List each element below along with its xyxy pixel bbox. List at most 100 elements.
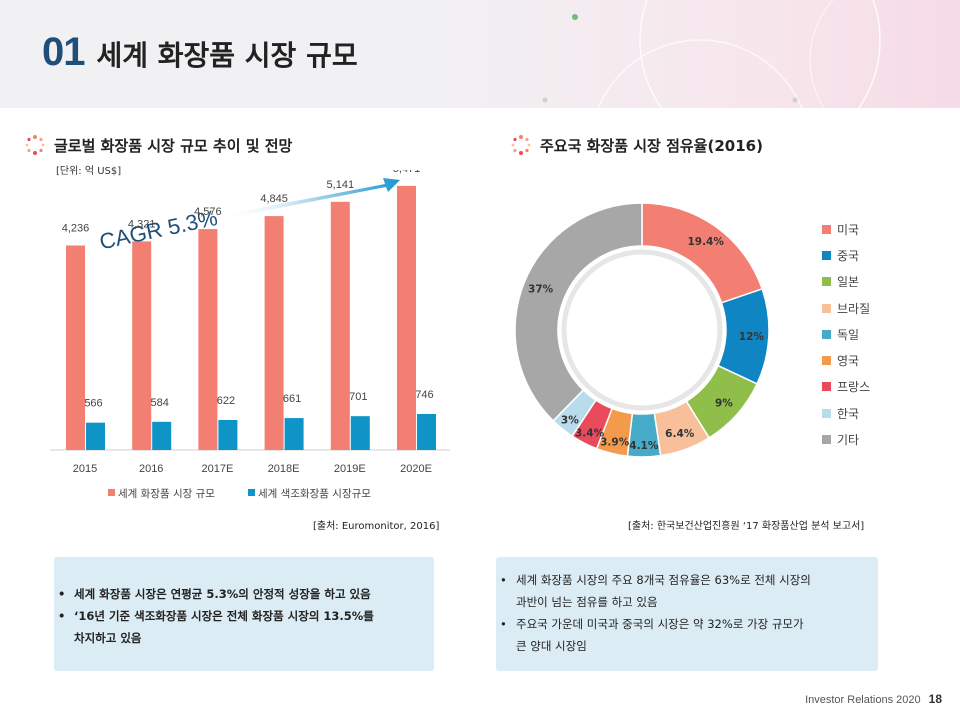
right-section-title: 주요국 화장품 시장 점유율(2016) — [540, 136, 763, 155]
bar-value-label: 701 — [349, 391, 367, 403]
right-source: [출처: 한국보건산업진흥원 ‘17 화장품산업 분석 보고서] — [628, 521, 865, 532]
legend-swatch — [822, 329, 831, 339]
bar-chart: CAGR 5.3% 4,23656620154,32158420164,5766… — [50, 170, 450, 500]
right-bullet-2: 주요국 가운데 미국과 중국의 시장은 약 32%로 가장 규모가 — [496, 613, 878, 635]
bar-color-2020E — [417, 413, 436, 450]
page-title: 01 세계 화장품 시장 규모 — [42, 30, 358, 75]
right-section-heading: 주요국 화장품 시장 점유율(2016) — [510, 134, 763, 156]
x-tick-label: 2016 — [139, 463, 163, 475]
cagr-arrow — [222, 178, 400, 219]
left-summary-box: 세계 화장품 시장은 연평균 5.3%의 안정적 성장을 하고 있음 ‘16년 … — [54, 557, 434, 671]
legend-swatch — [822, 382, 831, 392]
left-bullet-1: 세계 화장품 시장은 연평균 5.3%의 안정적 성장을 하고 있음 — [54, 583, 434, 605]
donut-value-label: 3.9% — [600, 437, 630, 449]
bar-value-label: 5,471 — [393, 170, 421, 175]
legend-swatch — [822, 408, 831, 418]
legend-swatch — [822, 303, 831, 313]
x-tick-label: 2017E — [201, 463, 233, 475]
bar-color-2015 — [86, 422, 105, 450]
title-text: 세계 화장품 시장 규모 — [96, 39, 358, 72]
title-number: 01 — [42, 30, 85, 74]
bar-value-label: 4,236 — [62, 223, 90, 235]
right-bullet-2-cont: 큰 양대 시장임 — [516, 639, 587, 653]
right-bullet-1: 세계 화장품 시장의 주요 8개국 점유율은 63%로 전체 시장의 — [496, 569, 878, 591]
unit-label: [단위: 억 US$] — [56, 166, 122, 177]
footer-text: Investor Relations 2020 — [805, 694, 921, 706]
bar-total-2016 — [132, 241, 152, 450]
legend-item-프랑스: 프랑스 — [822, 374, 870, 400]
legend-label: 세계 색조화장품 시장규모 — [258, 488, 371, 500]
legend-item-일본: 일본 — [822, 269, 870, 295]
legend-swatch — [822, 435, 831, 445]
bar-color-2019E — [350, 416, 370, 450]
legend-item-독일: 독일 — [822, 321, 870, 347]
legend-label: 프랑스 — [837, 380, 871, 395]
legend-label: 브라질 — [837, 301, 871, 316]
x-tick-label: 2020E — [400, 463, 432, 475]
legend-item-영국: 영국 — [822, 347, 870, 373]
bar-value-label: 4,321 — [128, 218, 156, 230]
legend-label: 세계 화장품 시장 규모 — [118, 488, 215, 500]
legend-label: 독일 — [837, 327, 860, 342]
bar-total-2019E — [330, 201, 350, 450]
legend-label: 미국 — [837, 222, 860, 237]
bar-value-label: 566 — [84, 398, 102, 410]
bar-color-2017E — [218, 419, 238, 450]
x-tick-label: 2015 — [73, 463, 97, 475]
bar-total-2017E — [198, 229, 218, 450]
legend-item-중국: 중국 — [822, 242, 870, 268]
donut-value-label: 3.4% — [575, 427, 605, 439]
header-banner: 01 세계 화장품 시장 규모 — [0, 0, 960, 108]
right-bullet-1-cont: 과반이 넘는 점유를 하고 있음 — [516, 595, 658, 609]
dots-ring-icon — [25, 135, 45, 155]
left-section-title: 글로벌 화장품 시장 규모 추이 및 전망 — [54, 136, 293, 155]
footer: Investor Relations 2020 18 — [805, 692, 942, 706]
legend-label: 중국 — [837, 248, 860, 263]
donut-inner-ring — [561, 249, 723, 411]
legend-swatch — [248, 489, 255, 496]
legend-item-기타: 기타 — [822, 426, 870, 452]
right-summary-box: 세계 화장품 시장의 주요 8개국 점유율은 63%로 전체 시장의 과반이 넘… — [496, 557, 878, 671]
left-source: [출처: Euromonitor, 2016] — [313, 521, 440, 532]
donut-value-label: 37% — [528, 284, 554, 296]
legend-swatch — [108, 489, 115, 496]
legend-label: 영국 — [837, 354, 860, 369]
legend-item-브라질: 브라질 — [822, 295, 870, 321]
donut-value-label: 9% — [715, 398, 733, 410]
donut-value-label: 12% — [739, 331, 765, 343]
bar-total-2020E — [397, 185, 416, 450]
donut-value-label: 19.4% — [687, 236, 724, 248]
donut-value-label: 3% — [561, 415, 579, 427]
bar-value-label: 4,845 — [260, 193, 288, 205]
left-bullet-2-cont: 차지하고 있음 — [74, 631, 142, 645]
bar-value-label: 746 — [415, 389, 433, 401]
bar-value-label: 622 — [217, 395, 235, 407]
legend-swatch — [822, 277, 831, 287]
donut-value-label: 6.4% — [665, 428, 695, 440]
legend-item-한국: 한국 — [822, 400, 870, 426]
header-decoration — [542, 0, 881, 108]
bar-value-label: 584 — [151, 397, 169, 409]
legend-swatch — [822, 356, 831, 366]
bar-total-2018E — [264, 216, 284, 450]
left-section-heading: 글로벌 화장품 시장 규모 추이 및 전망 — [24, 134, 292, 156]
x-tick-label: 2018E — [268, 463, 300, 475]
legend-swatch — [822, 250, 831, 260]
bar-value-label: 5,141 — [327, 179, 355, 191]
left-bullet-2: ‘16년 기준 색조화장품 시장은 전체 화장품 시장의 13.5%를 — [54, 605, 434, 627]
legend-label: 일본 — [837, 275, 860, 290]
dots-ring-icon — [511, 135, 531, 155]
legend-label: 한국 — [837, 406, 860, 421]
x-tick-label: 2019E — [334, 463, 366, 475]
legend-label: 기타 — [837, 433, 860, 448]
legend-item-미국: 미국 — [822, 216, 870, 242]
donut-slice-기타 — [514, 202, 643, 422]
donut-value-label: 4.1% — [629, 440, 659, 452]
bar-value-label: 4,576 — [194, 206, 222, 218]
bar-color-2016 — [152, 421, 172, 450]
bar-value-label: 661 — [283, 393, 301, 405]
legend-swatch — [822, 224, 831, 234]
bar-total-2015 — [66, 245, 85, 450]
donut-chart: 19.4% 12% 9% 6.4% 4.1%3.9%3.4%3% 37% — [514, 202, 770, 458]
